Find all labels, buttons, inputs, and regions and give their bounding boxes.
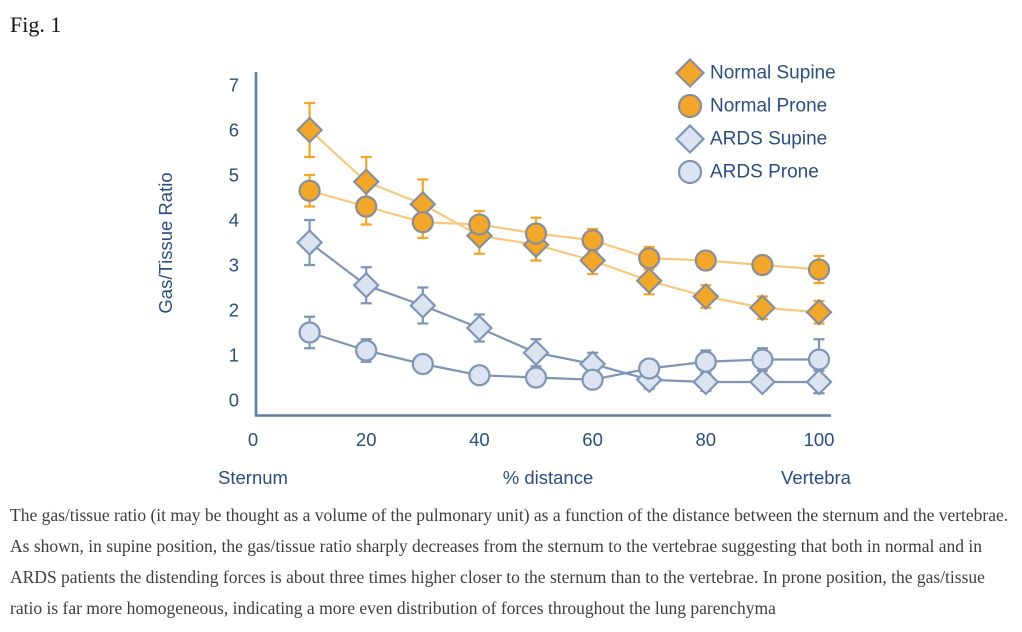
y-axis-label: Gas/Tissue Ratio	[155, 172, 176, 313]
y-tick-label: 1	[229, 345, 239, 366]
error-bars-normal-prone	[304, 173, 825, 285]
markers-normal-prone	[298, 179, 831, 281]
y-tick-label: 4	[229, 210, 239, 231]
error-bars-ards-prone	[304, 315, 825, 388]
legend-label-normal-prone: Normal Prone	[710, 96, 827, 117]
figure-caption: The gas/tissue ratio (it may be thought …	[10, 505, 1009, 618]
y-tick-label: 5	[229, 165, 239, 186]
axes	[254, 72, 831, 417]
x-tick-label: 20	[356, 429, 377, 450]
legend-item-ards-supine: ARDS Supine	[674, 123, 827, 155]
legend-label-normal-supine: Normal Supine	[710, 63, 836, 84]
legend-item-normal-supine: Normal Supine	[674, 57, 836, 89]
x-tick-label: 60	[582, 429, 603, 450]
error-bars-ards-supine	[304, 218, 825, 395]
y-tick-label: 7	[229, 75, 239, 96]
y-tick-label: 3	[229, 255, 239, 276]
x-tick-label: 0	[248, 429, 258, 450]
line-normal-supine	[308, 129, 820, 314]
line-ards-prone	[309, 331, 819, 381]
gas-tissue-ratio-chart: 0 1 2 3 4 5 6 7 0 20 40 60 80 100 Gas/Tissue Ratio Ster…	[155, 57, 852, 488]
legend-item-ards-prone: ARDS Prone	[677, 159, 819, 185]
legend-label-ards-prone: ARDS Prone	[710, 162, 819, 183]
y-tick-label: 0	[229, 390, 239, 411]
y-tick-label: 2	[229, 300, 239, 321]
x-tick-label: 80	[696, 429, 717, 450]
legend-label-ards-supine: ARDS Supine	[710, 129, 827, 150]
x-right-label: Vertebra	[781, 467, 852, 488]
markers-ards-supine	[296, 228, 833, 396]
x-axis-label: % distance	[503, 467, 594, 488]
line-normal-prone	[309, 189, 820, 271]
x-tick-label: 100	[804, 429, 835, 450]
chart-svg: 0 1 2 3 4 5 6 7 0 20 40 60 80 100 Gas/Tissue Ratio Ster…	[155, 57, 852, 488]
markers-ards-prone	[298, 321, 831, 391]
x-tick-label: 40	[469, 429, 490, 450]
figure-label: Fig. 1	[10, 12, 62, 37]
legend-item-normal-prone: Normal Prone	[677, 93, 827, 119]
y-tick-label: 6	[229, 120, 239, 141]
line-ards-supine	[308, 241, 819, 384]
x-left-label: Sternum	[218, 467, 288, 488]
